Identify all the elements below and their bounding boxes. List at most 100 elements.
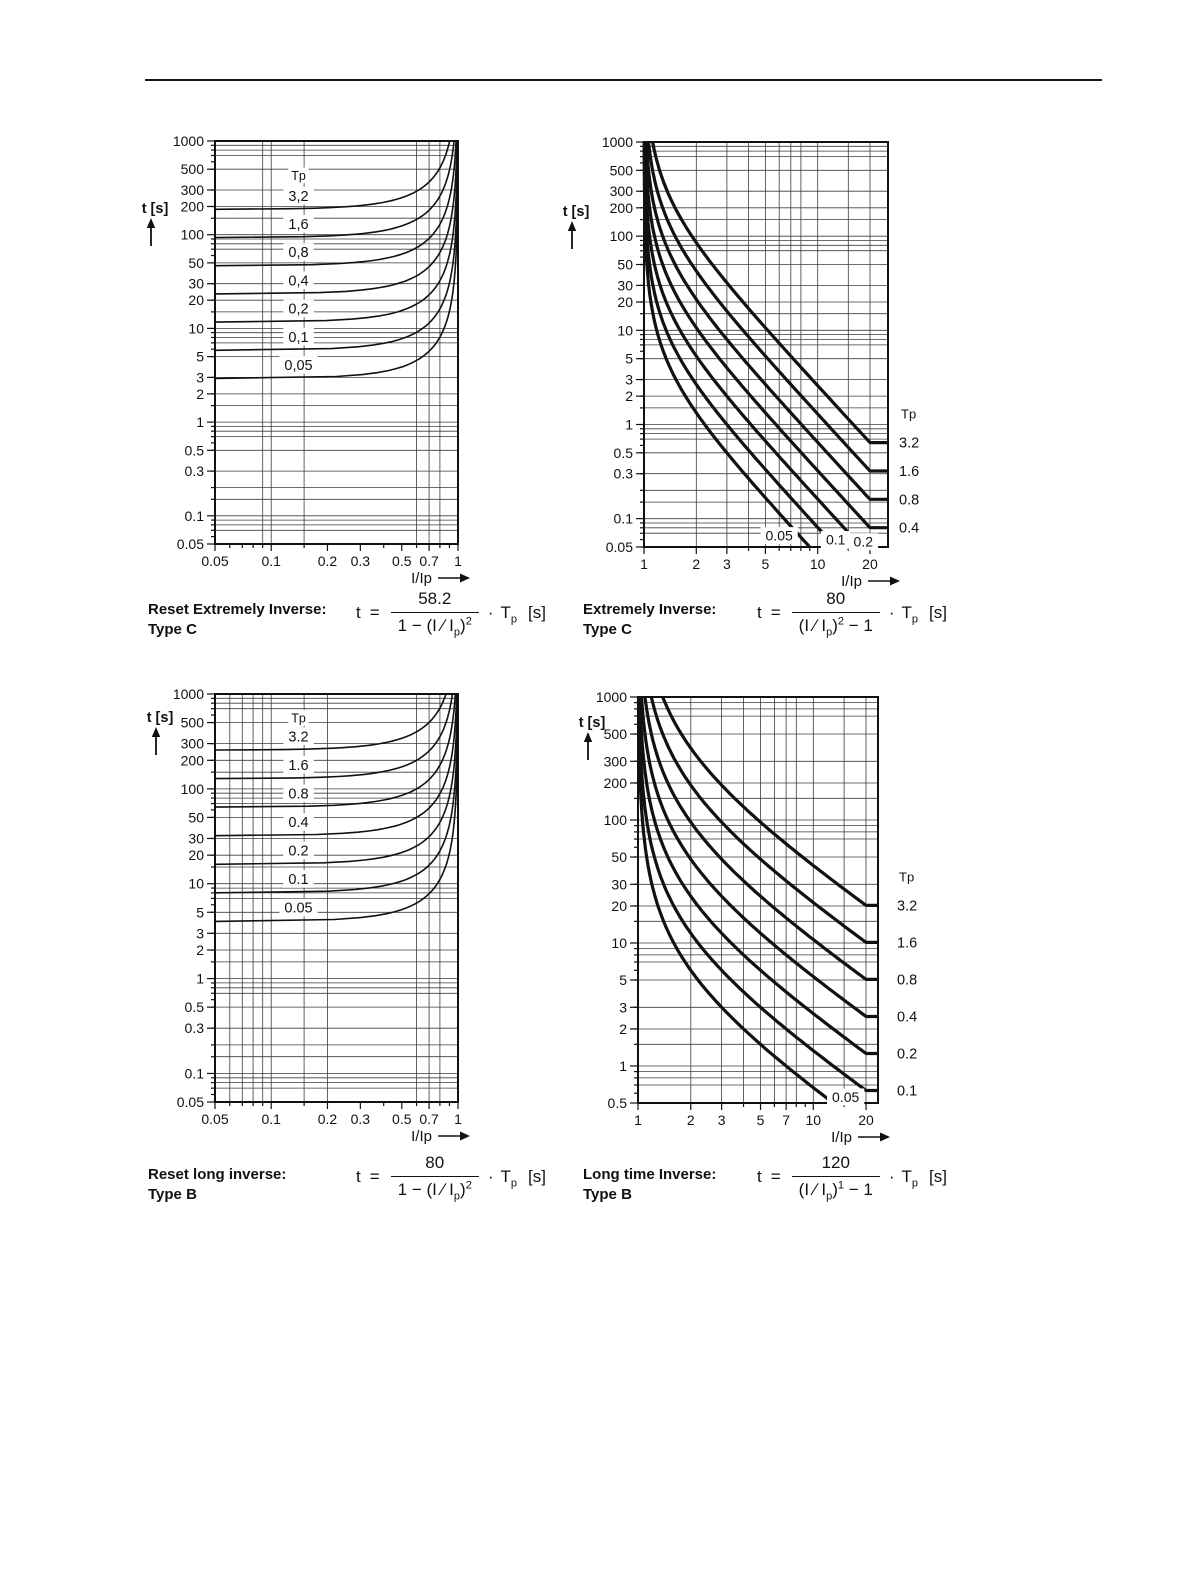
formula-denominator: (I ∕ Ip)1 − 1	[791, 1176, 880, 1202]
legend-entry: 0.2	[897, 1046, 917, 1062]
legend-entry: 3.2	[899, 436, 919, 452]
axis-ticks	[207, 140, 459, 551]
formula-factor: Tp	[500, 602, 518, 625]
curve-label: 0.1	[288, 872, 308, 888]
curve-tp-0.2	[638, 696, 878, 1056]
y-tick-label: 0.3	[185, 1020, 205, 1036]
y-tick-label: 100	[181, 227, 205, 243]
chart1-caption-title: Reset Extremely Inverse:	[148, 601, 327, 618]
y-tick-label: 500	[610, 162, 634, 178]
curve-tp-1.6	[214, 693, 454, 780]
curve-label: 3.2	[288, 729, 308, 745]
curve-label: 0,2	[288, 302, 308, 318]
formula-factor: Tp	[901, 1166, 919, 1189]
y-tick-label: 30	[617, 277, 633, 293]
x-tick-label: 0.3	[351, 553, 371, 569]
y-axis-arrowhead-icon	[151, 727, 161, 737]
x-tick-label: 3	[723, 556, 731, 572]
curve-label: 0,1	[288, 330, 308, 346]
y-tick-label: 50	[188, 809, 204, 825]
y-tick-label: 1	[196, 414, 204, 430]
formula-lhs: t	[757, 602, 762, 622]
axis-ticks	[207, 693, 459, 1109]
curve-tp-3.2	[661, 696, 878, 907]
curve-tp-3.2	[214, 140, 451, 211]
curve-exit-label: 0.2	[854, 534, 874, 550]
curve-tp-1.6	[646, 141, 888, 473]
x-tick-label: 1	[640, 556, 648, 572]
legend-header: Tp	[901, 407, 916, 422]
x-tick-label: 20	[858, 1112, 874, 1128]
y-tick-label: 2	[625, 388, 633, 404]
chart3-caption: Reset long inverse: Type B	[148, 1165, 286, 1205]
curve-tp-0.8	[643, 696, 878, 981]
curve-label-bg	[279, 356, 318, 374]
chart4-caption-type: Type B	[583, 1186, 632, 1203]
tp-legend: Tp 3.2 1.6 0.8 0.4 0.2 0.1	[897, 869, 917, 1099]
chart4-caption: Long time Inverse: Type B	[583, 1165, 716, 1205]
y-tick-label: 1000	[596, 689, 627, 705]
plot-border	[637, 696, 879, 1104]
x-axis-arrowhead-icon	[460, 1131, 470, 1141]
tp-header-label-bg	[288, 710, 309, 726]
curve-label-bg	[283, 215, 314, 233]
curve-tp-1.6	[214, 141, 455, 239]
y-axis-title: t [s]	[579, 715, 606, 731]
curve-label: 3,2	[288, 189, 308, 205]
chart2-caption-type: Type C	[583, 621, 632, 638]
legend-entry: 1.6	[897, 935, 917, 951]
y-tick-label: 100	[610, 228, 634, 244]
y-axis-title: t [s]	[563, 204, 590, 220]
x-tick-label: 5	[762, 556, 770, 572]
y-tick-label: 500	[181, 715, 205, 731]
curve-label-bg	[283, 784, 314, 803]
curve-tp-1.6	[649, 696, 878, 944]
curve-tp-0.4	[643, 141, 888, 530]
y-tick-label: 0.3	[614, 466, 634, 482]
curve-tp-0.8	[214, 694, 457, 808]
formula-denominator: (I ∕ Ip)2 − 1	[791, 612, 880, 638]
y-axis-arrowhead-icon	[146, 218, 156, 228]
tp-header-label: Tp	[291, 711, 306, 725]
curve-tp-0.05	[636, 697, 835, 1105]
x-tick-label: 0.05	[201, 553, 228, 569]
formula-numerator: 80	[425, 1153, 445, 1172]
y-tick-label: 0.1	[614, 511, 634, 527]
formula-fraction: 58.2 1 − (I ∕ Ip)2	[390, 589, 479, 638]
x-tick-label: 1	[634, 1112, 642, 1128]
curve-tp-0.05	[214, 694, 459, 923]
curve-label-bg	[283, 271, 314, 289]
x-tick-label: 5	[757, 1112, 765, 1128]
x-axis-arrowhead-icon	[460, 573, 470, 583]
formula-fraction: 80 (I ∕ Ip)2 − 1	[791, 589, 880, 638]
x-tick-label: 10	[805, 1112, 821, 1128]
formula-denominator: 1 − (I ∕ Ip)2	[390, 612, 479, 638]
x-tick-label: 7	[782, 1112, 790, 1128]
curve-exit-label: 0.05	[832, 1089, 859, 1105]
y-tick-label: 1	[619, 1058, 627, 1074]
y-tick-label: 300	[610, 183, 634, 199]
formula-eq: =	[369, 1166, 380, 1186]
gridlines	[644, 142, 888, 547]
curve-labels: Tp 3.2 1.6 0.8 0.4 0.2 0.1 0.05	[279, 710, 318, 917]
y-axis-title: t [s]	[142, 201, 169, 217]
y-tick-label: 30	[188, 830, 204, 846]
curve-tp-0.4	[640, 696, 878, 1019]
y-tick-label: 30	[611, 876, 627, 892]
curve-label-bg	[283, 299, 314, 318]
y-tick-label: 2	[196, 942, 204, 958]
curve-label-bg	[283, 813, 314, 831]
y-tick-label: 0.05	[606, 539, 633, 555]
curve-label-bg	[283, 870, 314, 888]
legend-entry: 0.8	[899, 492, 919, 508]
curve-label: 0,8	[288, 245, 308, 261]
x-axis-title: I/Ip	[841, 573, 862, 590]
y-tick-label: 0.3	[185, 463, 205, 479]
y-tick-label: 0.1	[185, 1065, 205, 1081]
curve-tp-0.4	[214, 141, 458, 295]
curves	[214, 140, 459, 380]
y-tick-label: 20	[188, 847, 204, 863]
legend-entry: 0.4	[899, 521, 919, 537]
